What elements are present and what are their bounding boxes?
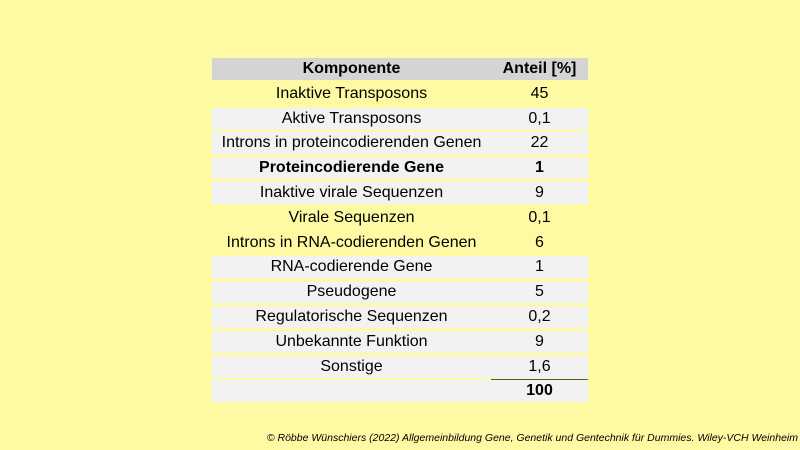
table-row: Introns in proteincodierenden Genen 22 — [212, 132, 588, 155]
row-komponente: Sonstige — [320, 357, 383, 375]
table-row: Introns in RNA-codierenden Genen 6 — [212, 232, 588, 254]
table-row: Unbekannte Funktion 9 — [212, 330, 588, 353]
row-komponente: Pseudogene — [306, 283, 397, 301]
total-divider — [491, 379, 588, 381]
row-komponente: Regulatorische Sequenzen — [255, 307, 448, 325]
row-anteil: 6 — [535, 233, 544, 251]
row-komponente: Unbekannte Funktion — [275, 332, 428, 350]
copyright-footer: © Röbbe Wünschiers (2022) Allgemeinbildu… — [266, 432, 798, 444]
table-row: Inaktive virale Sequenzen 9 — [212, 181, 588, 204]
components-table: Komponente Anteil [%] Inaktive Transposo… — [212, 58, 588, 405]
row-komponente: Introns in RNA-codierenden Genen — [226, 233, 477, 251]
header-komponente: Komponente — [302, 60, 401, 77]
row-anteil: 0,1 — [528, 208, 551, 226]
table-header-row: Komponente Anteil [%] — [212, 58, 588, 80]
row-anteil: 9 — [535, 332, 544, 350]
table-row: Proteincodierende Gene 1 — [212, 157, 588, 180]
table-row: RNA-codierende Gene 1 — [212, 256, 588, 279]
row-anteil: 0,1 — [528, 109, 551, 127]
table-total-row: 100 — [212, 379, 588, 403]
table-row: Aktive Transposons 0,1 — [212, 107, 588, 130]
table-row: Inaktive Transposons 45 — [212, 83, 588, 105]
row-komponente: Virale Sequenzen — [288, 208, 415, 226]
row-anteil: 0,2 — [528, 307, 551, 325]
header-anteil: Anteil [%] — [502, 60, 577, 77]
table-row: Sonstige 1,6 — [212, 355, 588, 378]
row-anteil: 9 — [535, 183, 544, 201]
row-anteil: 45 — [530, 84, 549, 102]
row-komponente: Aktive Transposons — [281, 109, 422, 127]
table-row: Virale Sequenzen 0,1 — [212, 207, 588, 229]
row-komponente: Proteincodierende Gene — [259, 159, 444, 177]
row-komponente: RNA-codierende Gene — [270, 258, 433, 276]
total-value: 100 — [526, 382, 553, 400]
row-komponente: Inaktive virale Sequenzen — [259, 183, 444, 201]
row-anteil: 1 — [535, 159, 544, 177]
row-komponente: Inaktive Transposons — [275, 84, 428, 102]
row-anteil: 1 — [535, 258, 544, 276]
table-row: Pseudogene 5 — [212, 281, 588, 304]
row-anteil: 22 — [530, 134, 549, 152]
table-row: Regulatorische Sequenzen 0,2 — [212, 305, 588, 328]
row-anteil: 1,6 — [528, 357, 551, 375]
row-anteil: 5 — [535, 283, 544, 301]
row-komponente: Introns in proteincodierenden Genen — [221, 134, 482, 152]
